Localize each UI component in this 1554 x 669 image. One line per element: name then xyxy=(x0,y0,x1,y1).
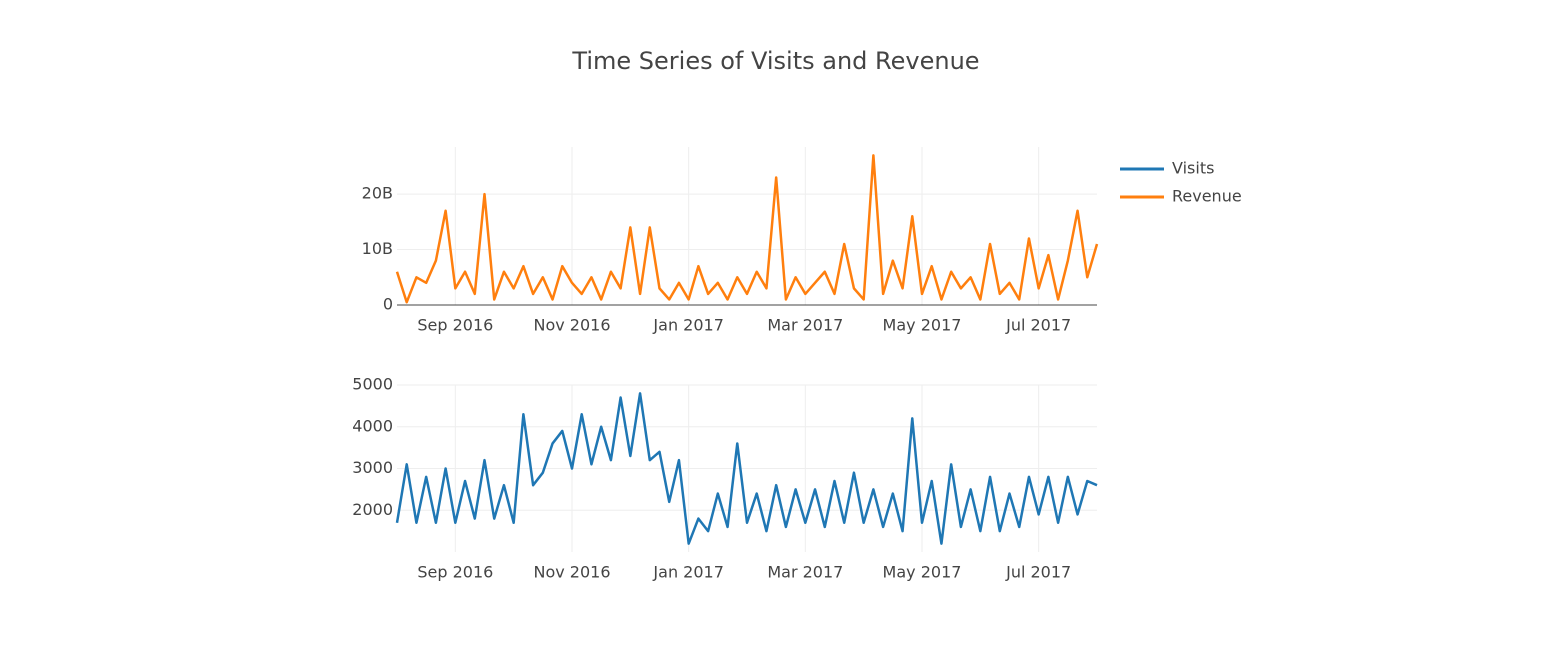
x-tick-label: Nov 2016 xyxy=(533,316,610,335)
x-tick-label: May 2017 xyxy=(883,316,962,335)
y-tick-label: 0 xyxy=(383,295,393,314)
chart-title: Time Series of Visits and Revenue xyxy=(571,47,979,75)
y-tick-label: 10B xyxy=(362,239,393,258)
y-tick-label: 4000 xyxy=(352,416,393,435)
y-tick-label: 5000 xyxy=(352,375,393,394)
x-tick-label: Nov 2016 xyxy=(533,563,610,582)
x-tick-label: Mar 2017 xyxy=(767,316,843,335)
x-tick-label: Sep 2016 xyxy=(417,563,493,582)
y-tick-label: 2000 xyxy=(352,500,393,519)
legend-label: Visits xyxy=(1172,159,1214,178)
y-tick-label: 3000 xyxy=(352,458,393,477)
x-tick-label: Sep 2016 xyxy=(417,316,493,335)
y-tick-label: 20B xyxy=(362,184,393,203)
x-tick-label: Jan 2017 xyxy=(652,316,723,335)
series-line xyxy=(395,154,1099,304)
series-line xyxy=(395,392,1098,545)
x-tick-label: Jul 2017 xyxy=(1005,563,1071,582)
x-tick-label: Jul 2017 xyxy=(1005,316,1071,335)
x-tick-label: Jan 2017 xyxy=(652,563,723,582)
legend-label: Revenue xyxy=(1172,187,1242,206)
x-tick-label: May 2017 xyxy=(883,563,962,582)
x-tick-label: Mar 2017 xyxy=(767,563,843,582)
